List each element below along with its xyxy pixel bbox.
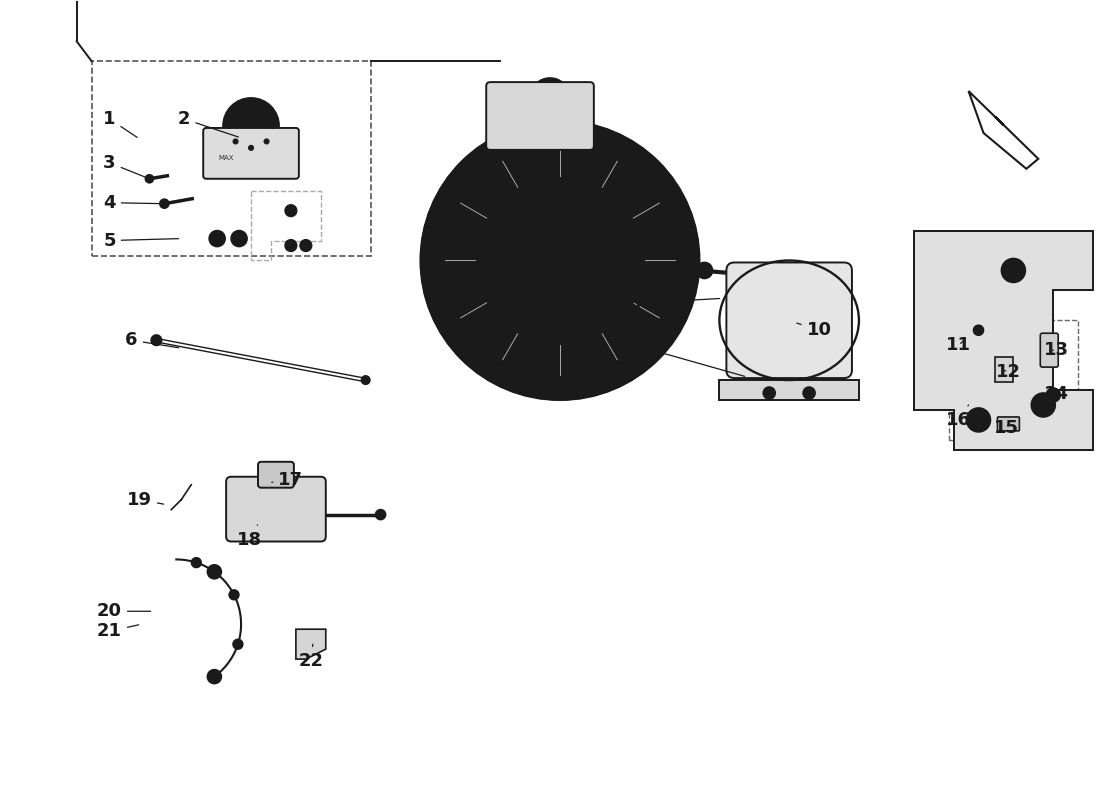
Circle shape [375, 510, 386, 519]
Text: 15: 15 [994, 419, 1019, 437]
Circle shape [249, 102, 253, 106]
Circle shape [530, 78, 570, 118]
Circle shape [1046, 388, 1060, 402]
Text: 3: 3 [103, 154, 146, 178]
Circle shape [231, 106, 271, 146]
Text: 1: 1 [103, 110, 138, 138]
Circle shape [249, 146, 253, 150]
Circle shape [544, 92, 556, 104]
Circle shape [362, 376, 370, 384]
Text: 14: 14 [1044, 385, 1069, 403]
Text: 17: 17 [272, 470, 304, 489]
Circle shape [783, 364, 795, 376]
Circle shape [271, 123, 275, 129]
Circle shape [741, 282, 757, 298]
Text: 4: 4 [103, 194, 162, 212]
Text: 12: 12 [996, 363, 1021, 381]
Circle shape [264, 139, 270, 144]
Text: 5: 5 [103, 231, 178, 250]
Circle shape [233, 139, 238, 144]
Text: 18: 18 [236, 525, 262, 549]
Text: 10: 10 [796, 322, 832, 339]
FancyBboxPatch shape [204, 128, 299, 178]
Circle shape [803, 387, 815, 399]
Text: 9: 9 [628, 336, 745, 376]
Text: MAX: MAX [219, 155, 234, 161]
Text: 16: 16 [946, 405, 971, 429]
Circle shape [285, 205, 297, 217]
Circle shape [209, 230, 226, 246]
Circle shape [152, 335, 162, 345]
Text: 13: 13 [1044, 341, 1069, 359]
Circle shape [264, 108, 270, 113]
Circle shape [1001, 258, 1025, 282]
Circle shape [420, 121, 700, 400]
Circle shape [300, 239, 311, 251]
Circle shape [763, 387, 776, 399]
Circle shape [223, 98, 279, 154]
Circle shape [1036, 398, 1050, 412]
FancyBboxPatch shape [1041, 334, 1058, 367]
Circle shape [145, 174, 153, 182]
Circle shape [1006, 263, 1021, 278]
Polygon shape [914, 230, 1093, 450]
Circle shape [191, 558, 201, 567]
FancyBboxPatch shape [998, 417, 1020, 431]
Circle shape [227, 123, 232, 129]
Text: 7: 7 [629, 326, 646, 350]
Circle shape [1032, 393, 1055, 417]
Bar [948, 320, 1078, 440]
Text: 19: 19 [126, 490, 164, 509]
Circle shape [285, 239, 297, 251]
Circle shape [769, 300, 810, 340]
Circle shape [233, 639, 243, 650]
FancyBboxPatch shape [227, 477, 326, 542]
Circle shape [755, 270, 764, 281]
Polygon shape [719, 380, 859, 400]
FancyBboxPatch shape [258, 462, 294, 488]
Circle shape [1049, 391, 1057, 398]
Circle shape [208, 565, 221, 578]
Circle shape [755, 286, 824, 355]
Circle shape [160, 199, 168, 208]
Bar [996, 357, 1013, 382]
Circle shape [235, 234, 243, 242]
Polygon shape [296, 630, 326, 659]
Circle shape [233, 108, 238, 113]
Circle shape [967, 408, 990, 432]
Circle shape [974, 326, 983, 335]
Circle shape [231, 230, 248, 246]
Circle shape [446, 146, 674, 375]
Circle shape [213, 234, 221, 242]
Circle shape [211, 568, 218, 575]
Text: 21: 21 [97, 622, 139, 640]
Circle shape [208, 670, 221, 683]
Circle shape [536, 84, 564, 112]
Circle shape [243, 118, 258, 134]
Text: 2: 2 [178, 110, 239, 137]
Text: 8: 8 [628, 294, 719, 312]
FancyBboxPatch shape [486, 82, 594, 150]
Circle shape [971, 413, 986, 427]
Circle shape [211, 673, 218, 680]
Text: 11: 11 [946, 336, 971, 354]
Text: 6: 6 [125, 331, 178, 350]
Text: 20: 20 [97, 602, 151, 620]
FancyBboxPatch shape [726, 262, 851, 378]
Circle shape [229, 590, 239, 600]
Circle shape [465, 166, 654, 355]
Circle shape [696, 262, 713, 278]
Text: 22: 22 [298, 644, 323, 670]
